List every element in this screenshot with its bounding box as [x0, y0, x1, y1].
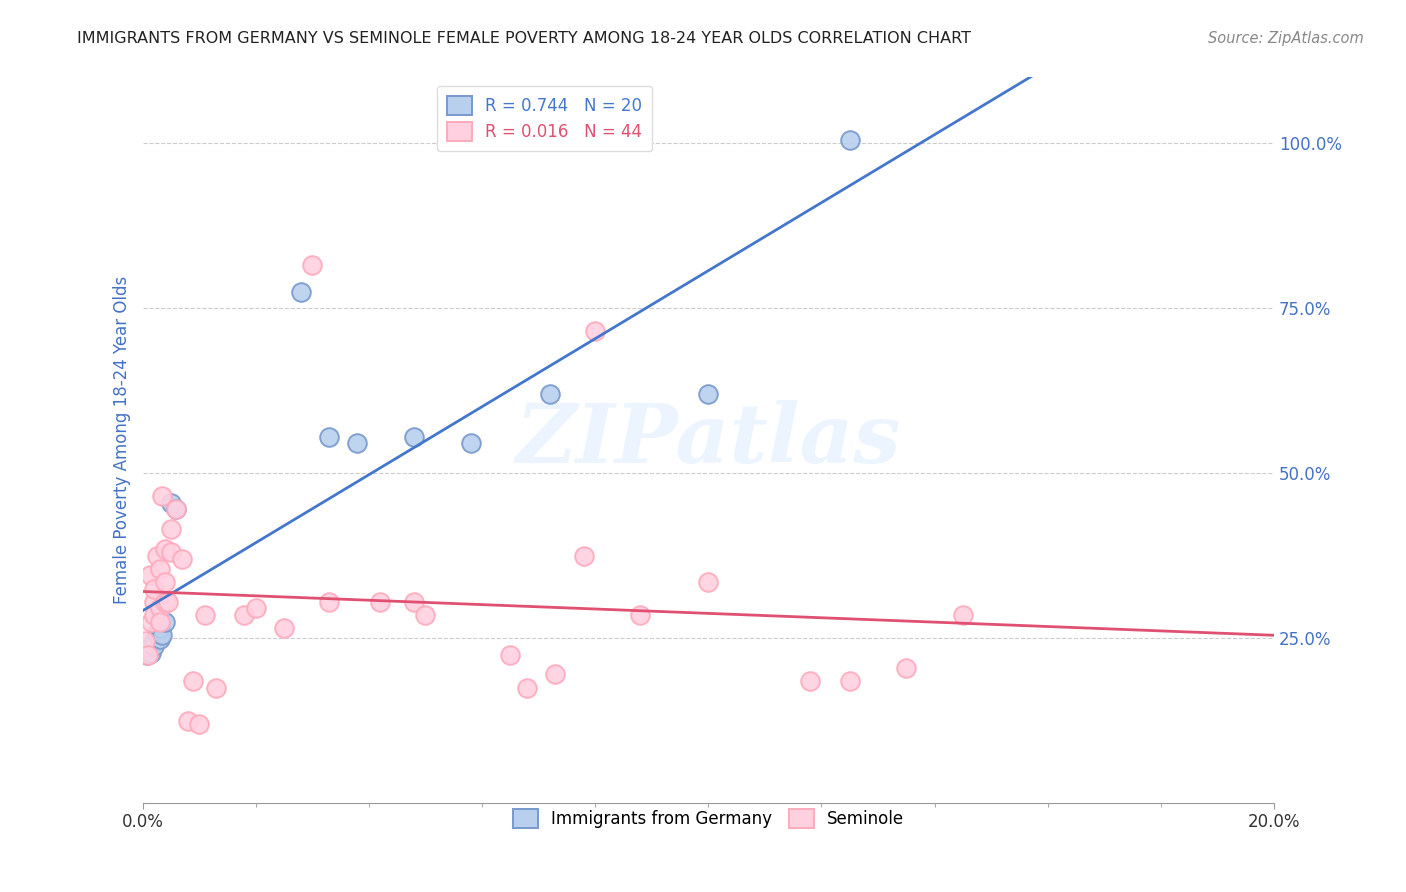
Point: [697, 574, 720, 589]
Point: [148, 562, 170, 576]
Point: [134, 634, 156, 648]
Point: [544, 667, 567, 681]
Point: [148, 601, 170, 615]
Point: [628, 607, 651, 622]
Point: [838, 673, 860, 688]
Point: [159, 496, 181, 510]
Point: [194, 607, 217, 622]
Point: [153, 574, 176, 589]
Point: [301, 259, 323, 273]
Point: [538, 387, 561, 401]
Point: [166, 502, 188, 516]
Text: Source: ZipAtlas.com: Source: ZipAtlas.com: [1208, 31, 1364, 46]
Point: [460, 436, 482, 450]
Point: [583, 324, 606, 338]
Point: [402, 430, 425, 444]
Point: [148, 615, 170, 629]
Point: [499, 648, 522, 662]
Point: [346, 436, 368, 450]
Point: [245, 601, 267, 615]
Point: [318, 430, 340, 444]
Point: [153, 542, 176, 557]
Point: [273, 621, 295, 635]
Point: [136, 648, 159, 662]
Point: [159, 522, 181, 536]
Point: [516, 681, 538, 695]
Point: [136, 640, 159, 655]
Point: [142, 639, 165, 653]
Text: ZIPatlas: ZIPatlas: [516, 401, 901, 480]
Point: [150, 489, 173, 503]
Point: [697, 387, 720, 401]
Point: [183, 673, 205, 688]
Point: [136, 648, 159, 662]
Point: [290, 285, 312, 299]
Point: [142, 582, 165, 596]
Point: [153, 615, 176, 629]
Point: [159, 545, 181, 559]
Point: [142, 607, 165, 622]
Point: [145, 549, 167, 563]
Point: [368, 595, 391, 609]
Point: [139, 646, 162, 660]
Point: [572, 549, 595, 563]
Text: IMMIGRANTS FROM GERMANY VS SEMINOLE FEMALE POVERTY AMONG 18-24 YEAR OLDS CORRELA: IMMIGRANTS FROM GERMANY VS SEMINOLE FEMA…: [77, 31, 972, 46]
Point: [952, 607, 974, 622]
Point: [153, 595, 176, 609]
Point: [166, 502, 188, 516]
Point: [188, 716, 211, 731]
Y-axis label: Female Poverty Among 18-24 Year Olds: Female Poverty Among 18-24 Year Olds: [114, 276, 131, 604]
Point: [838, 133, 860, 147]
Point: [415, 607, 437, 622]
Point: [896, 661, 918, 675]
Point: [172, 552, 194, 566]
Point: [205, 681, 228, 695]
Point: [799, 673, 821, 688]
Point: [318, 595, 340, 609]
Legend: Immigrants from Germany, Seminole: Immigrants from Germany, Seminole: [506, 802, 911, 835]
Point: [145, 625, 167, 640]
Point: [139, 568, 162, 582]
Point: [148, 632, 170, 647]
Point: [142, 595, 165, 609]
Point: [402, 595, 425, 609]
Point: [233, 607, 256, 622]
Point: [156, 595, 179, 609]
Point: [150, 628, 173, 642]
Point: [142, 634, 165, 648]
Point: [177, 714, 200, 728]
Point: [148, 621, 170, 635]
Point: [139, 615, 162, 629]
